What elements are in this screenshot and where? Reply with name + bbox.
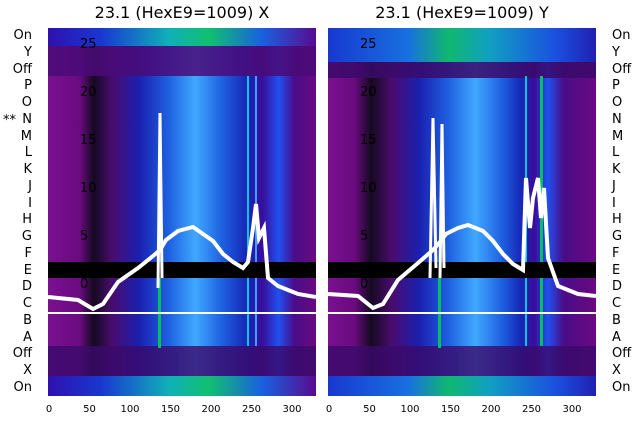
y-tick-20: 20 xyxy=(80,85,97,100)
y-tick-5: 5 xyxy=(80,229,89,244)
heatmap-panel-x xyxy=(48,28,316,396)
row-label-left: K xyxy=(23,162,32,177)
row-label-right: M xyxy=(612,128,624,144)
row-label-right: D xyxy=(612,279,623,295)
y-tick-15: 15 xyxy=(360,133,377,148)
heatmap-top-band xyxy=(48,28,316,46)
row-label-right: I xyxy=(612,195,616,211)
row-label-left: E xyxy=(23,262,32,278)
row-label-right: Off xyxy=(612,346,632,362)
x-tick: 200 xyxy=(201,404,221,415)
y-tick-25: 25 xyxy=(80,37,97,52)
heatmap-top-band xyxy=(328,28,596,62)
row-label-right: Off xyxy=(612,61,632,77)
row-label-left: B xyxy=(23,312,32,328)
heatmap-off-band-top xyxy=(328,62,596,78)
black-band xyxy=(48,262,316,278)
x-tick: 0 xyxy=(45,404,53,415)
x-tick: 0 xyxy=(325,404,333,415)
row-label-right: B xyxy=(612,312,621,328)
row-label-left: A xyxy=(23,329,32,345)
x-tick: 150 xyxy=(440,404,461,415)
heatmap-bottom-off-band xyxy=(328,346,596,376)
row-label-right: E xyxy=(612,262,621,278)
y-tick-25: 25 xyxy=(360,37,377,52)
row-label-left: J xyxy=(28,178,32,194)
white-line xyxy=(328,312,596,314)
row-label-right: O xyxy=(612,95,623,110)
x-tick: 50 xyxy=(83,404,96,415)
heatmap-bottom-off-band xyxy=(48,346,316,376)
spike-y-2 xyxy=(438,123,446,279)
x-tick: 250 xyxy=(241,404,262,415)
row-label-left: N xyxy=(22,111,32,127)
y-tick-5: 5 xyxy=(360,229,369,244)
x-tick: 150 xyxy=(160,404,181,415)
row-label-right: C xyxy=(612,296,622,311)
x-tick: 250 xyxy=(521,404,542,415)
heatmap-off-band-top xyxy=(48,46,316,76)
row-label-left: Off xyxy=(12,346,32,362)
heatmap-background xyxy=(48,28,316,396)
x-tick: 50 xyxy=(363,404,376,415)
panel-title-x: 23.1 (HexE9=1009) X xyxy=(94,3,270,22)
row-label-left: D xyxy=(21,279,32,295)
row-label-left: C xyxy=(22,296,32,311)
heatmap-bottom-band xyxy=(48,376,316,396)
row-label-left: X xyxy=(23,363,32,378)
x-tick: 200 xyxy=(481,404,501,415)
black-band xyxy=(328,262,596,278)
row-label-left: P xyxy=(24,78,32,94)
row-label-right: K xyxy=(612,162,621,177)
row-label-left: O xyxy=(21,95,32,110)
curve-x xyxy=(48,203,316,312)
y-tick-10: 10 xyxy=(80,181,97,196)
row-label-right: Y xyxy=(612,44,620,60)
x-tick: 300 xyxy=(282,404,302,415)
heatmap-bottom-band xyxy=(328,376,596,396)
row-label-left: On xyxy=(13,379,32,395)
row-label-right: A xyxy=(612,329,621,345)
marker-stars: ** xyxy=(3,113,16,128)
heatmap-background xyxy=(328,28,596,396)
x-tick: 100 xyxy=(400,404,420,415)
green-streak xyxy=(158,268,161,348)
row-label-left: Off xyxy=(12,61,32,77)
row-label-left: F xyxy=(24,245,32,261)
y-tick-15: 15 xyxy=(80,133,97,148)
row-label-left: M xyxy=(20,128,32,144)
row-label-left: I xyxy=(28,195,32,211)
row-label-left: Y xyxy=(24,44,32,60)
curve-y xyxy=(328,177,596,311)
heatmap-panel-y xyxy=(328,28,596,396)
row-label-left: G xyxy=(21,229,32,244)
row-label-right: On xyxy=(612,28,631,43)
row-label-right: G xyxy=(612,229,623,244)
row-label-right: On xyxy=(612,379,631,395)
y-tick-20: 20 xyxy=(360,85,377,100)
y-tick-0: 0 xyxy=(360,277,369,292)
spike-x xyxy=(156,112,164,289)
row-label-right: F xyxy=(612,245,620,261)
x-tick: 100 xyxy=(120,404,140,415)
spike-y-1 xyxy=(428,117,438,279)
row-label-right: H xyxy=(612,212,622,228)
row-label-right: N xyxy=(612,111,622,127)
row-label-right: L xyxy=(612,145,620,161)
cyan-streak xyxy=(247,76,249,346)
y-tick-0: 0 xyxy=(80,277,89,292)
x-tick: 300 xyxy=(562,404,582,415)
row-label-right: P xyxy=(612,78,620,94)
y-tick-10: 10 xyxy=(360,181,377,196)
row-label-right: J xyxy=(612,178,616,194)
row-label-left: H xyxy=(22,212,32,228)
panel-title-y: 23.1 (HexE9=1009) Y xyxy=(375,3,549,22)
white-line xyxy=(48,312,316,314)
row-label-right: X xyxy=(612,363,621,378)
row-label-left: L xyxy=(24,145,32,161)
row-label-left: On xyxy=(13,28,32,43)
